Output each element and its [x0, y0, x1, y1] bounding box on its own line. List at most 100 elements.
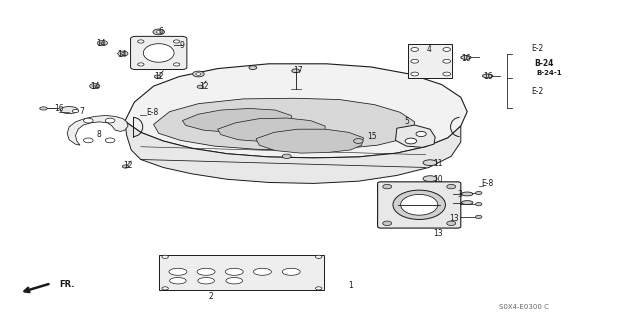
- Ellipse shape: [443, 59, 451, 63]
- Text: 5: 5: [404, 117, 409, 126]
- Ellipse shape: [105, 118, 115, 123]
- Text: 8: 8: [97, 130, 102, 139]
- Text: E-2: E-2: [531, 87, 544, 96]
- Ellipse shape: [84, 118, 93, 123]
- Ellipse shape: [476, 191, 482, 195]
- Ellipse shape: [72, 109, 79, 113]
- Polygon shape: [154, 98, 415, 150]
- Text: E-2: E-2: [531, 44, 544, 53]
- Text: 7: 7: [79, 107, 84, 116]
- Ellipse shape: [354, 138, 364, 144]
- Ellipse shape: [156, 31, 161, 33]
- Ellipse shape: [411, 59, 419, 63]
- Ellipse shape: [60, 107, 78, 114]
- Ellipse shape: [122, 165, 129, 168]
- Text: 14: 14: [90, 82, 100, 91]
- Ellipse shape: [84, 138, 93, 143]
- Ellipse shape: [393, 190, 445, 219]
- Ellipse shape: [197, 85, 204, 88]
- Text: S0X4-E0300 C: S0X4-E0300 C: [499, 304, 548, 310]
- Ellipse shape: [461, 201, 473, 204]
- Polygon shape: [125, 64, 467, 158]
- Ellipse shape: [153, 29, 164, 35]
- Ellipse shape: [316, 255, 322, 258]
- Ellipse shape: [105, 138, 115, 143]
- Polygon shape: [396, 125, 435, 147]
- Ellipse shape: [461, 56, 471, 59]
- Ellipse shape: [383, 184, 392, 189]
- FancyBboxPatch shape: [378, 182, 461, 228]
- Text: 14: 14: [96, 39, 106, 48]
- Text: FR.: FR.: [59, 280, 74, 289]
- Text: 2: 2: [209, 292, 214, 300]
- Ellipse shape: [154, 75, 161, 78]
- Ellipse shape: [253, 268, 271, 275]
- Ellipse shape: [193, 71, 204, 77]
- Text: 13: 13: [433, 229, 444, 238]
- Ellipse shape: [118, 51, 128, 56]
- Ellipse shape: [316, 287, 322, 290]
- Ellipse shape: [447, 221, 456, 226]
- Text: 10: 10: [433, 175, 444, 184]
- Text: 11: 11: [434, 159, 443, 168]
- Text: 3: 3: [457, 190, 462, 199]
- Ellipse shape: [121, 53, 125, 55]
- Text: 12: 12: [154, 72, 163, 81]
- Ellipse shape: [401, 194, 438, 215]
- Ellipse shape: [282, 154, 291, 159]
- Text: 15: 15: [367, 132, 378, 141]
- Ellipse shape: [423, 176, 437, 182]
- Ellipse shape: [443, 48, 451, 51]
- Ellipse shape: [476, 203, 482, 206]
- Text: 16: 16: [54, 104, 64, 113]
- Text: 12: 12: [199, 82, 208, 91]
- Ellipse shape: [138, 40, 144, 43]
- Polygon shape: [67, 115, 128, 145]
- Ellipse shape: [292, 69, 300, 73]
- Text: 16: 16: [483, 72, 493, 81]
- Ellipse shape: [411, 72, 419, 76]
- Polygon shape: [256, 129, 364, 153]
- Text: B-24-1: B-24-1: [536, 70, 562, 76]
- Ellipse shape: [196, 73, 201, 75]
- Text: 12: 12: [124, 161, 132, 170]
- Ellipse shape: [197, 268, 215, 275]
- Ellipse shape: [476, 215, 482, 219]
- Ellipse shape: [416, 131, 426, 137]
- Ellipse shape: [198, 278, 214, 284]
- Ellipse shape: [170, 278, 186, 284]
- Ellipse shape: [90, 84, 100, 89]
- Ellipse shape: [162, 255, 168, 258]
- Ellipse shape: [447, 184, 456, 189]
- Polygon shape: [182, 108, 293, 132]
- Ellipse shape: [97, 41, 108, 46]
- Ellipse shape: [383, 221, 392, 226]
- Ellipse shape: [162, 287, 168, 290]
- Ellipse shape: [226, 278, 243, 284]
- Ellipse shape: [483, 74, 493, 78]
- Ellipse shape: [282, 268, 300, 275]
- Ellipse shape: [405, 138, 417, 144]
- Ellipse shape: [138, 63, 144, 66]
- Text: 17: 17: [292, 66, 303, 75]
- Ellipse shape: [40, 107, 47, 110]
- Ellipse shape: [225, 268, 243, 275]
- Ellipse shape: [173, 40, 180, 43]
- Ellipse shape: [100, 42, 104, 44]
- Text: 16: 16: [461, 54, 471, 63]
- Ellipse shape: [143, 44, 174, 62]
- Text: 13: 13: [449, 214, 460, 223]
- Text: 6: 6: [159, 27, 164, 36]
- Ellipse shape: [423, 160, 437, 166]
- Ellipse shape: [93, 85, 97, 87]
- Bar: [408, 44, 452, 78]
- Ellipse shape: [249, 66, 257, 70]
- FancyBboxPatch shape: [131, 36, 187, 70]
- Polygon shape: [218, 118, 325, 142]
- Ellipse shape: [443, 72, 451, 76]
- Text: 14: 14: [116, 50, 127, 59]
- Text: 1: 1: [348, 281, 353, 290]
- Text: 4: 4: [426, 45, 431, 54]
- Bar: [159, 255, 324, 290]
- Text: E-8: E-8: [481, 179, 494, 188]
